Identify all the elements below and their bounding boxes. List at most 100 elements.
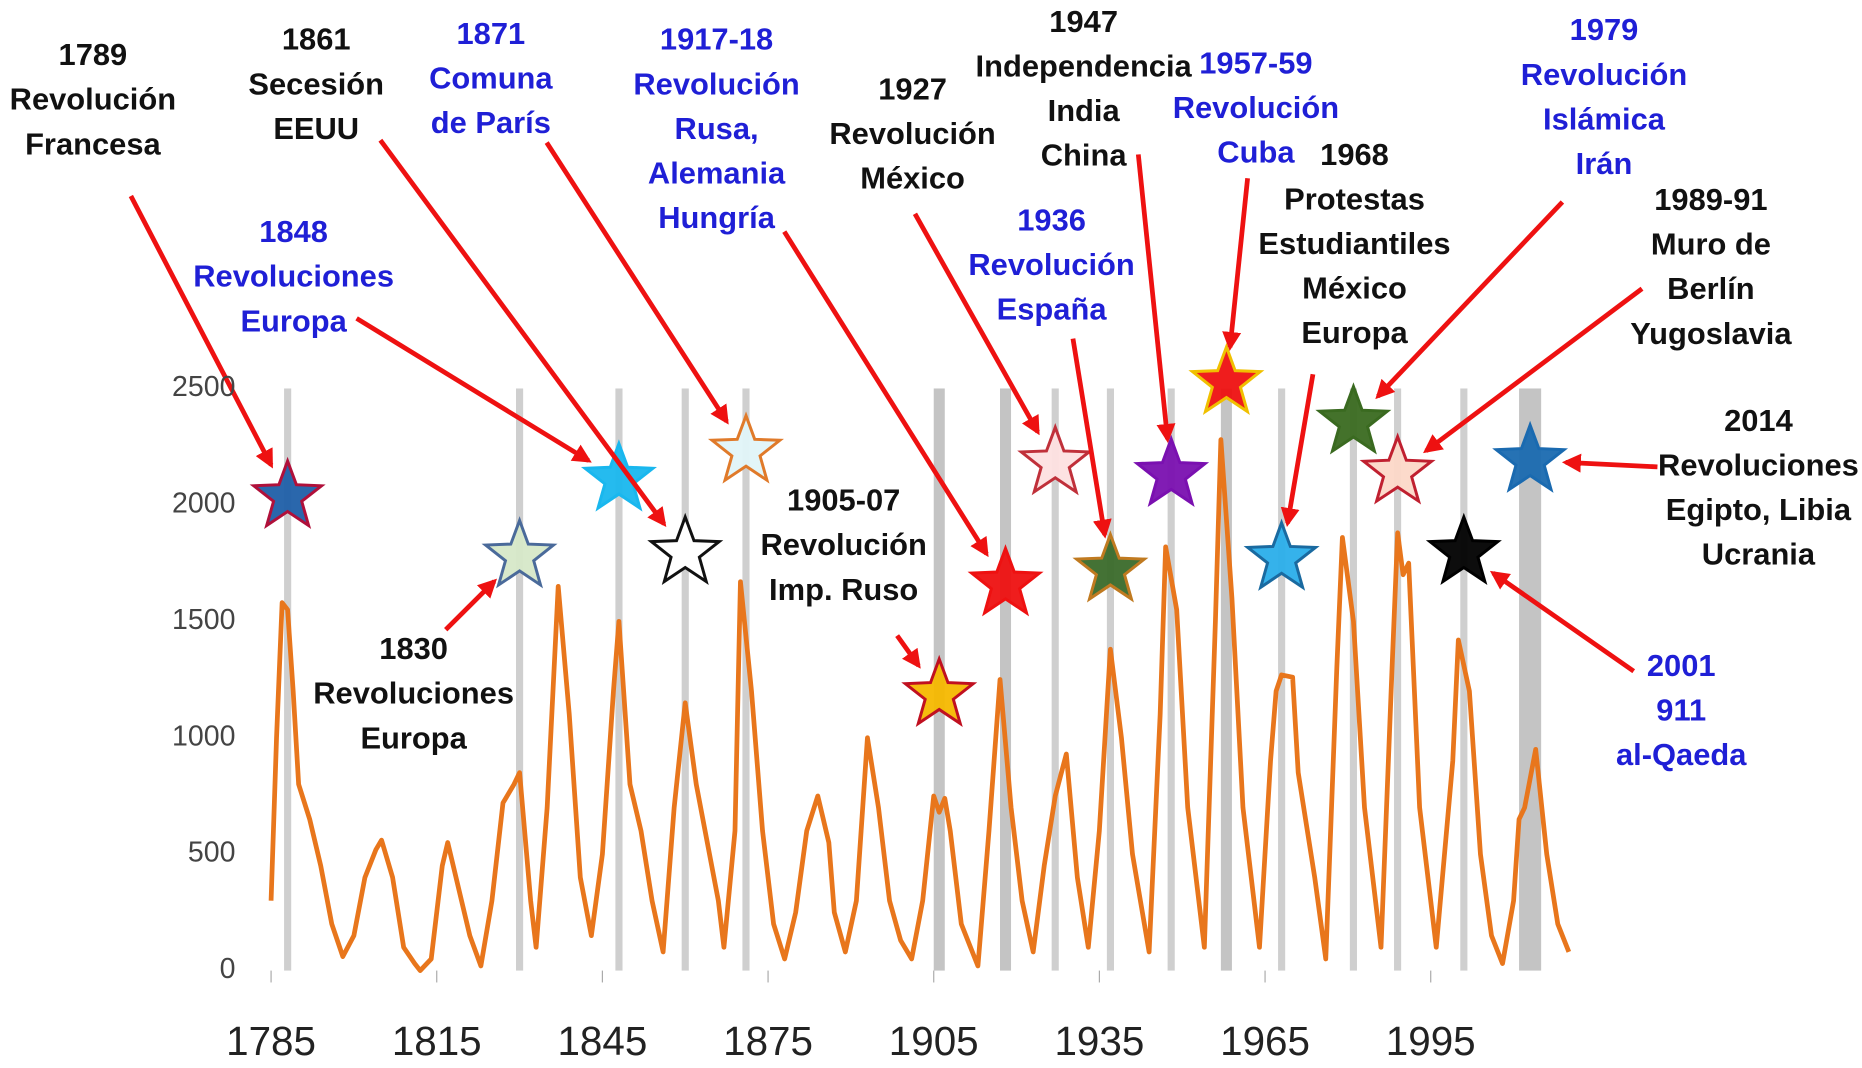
- annotation-text: Imp. Ruso: [769, 572, 918, 607]
- annotation-text: México: [1302, 271, 1407, 306]
- annotation-text: India: [1048, 93, 1121, 128]
- star-marker: [1133, 434, 1210, 507]
- arrow: [544, 141, 729, 425]
- star-marker: [1315, 382, 1392, 455]
- x-tick-label: 1785: [226, 1018, 316, 1064]
- annotation-text: 1871: [457, 16, 526, 51]
- annotation-text: 1947: [1049, 4, 1118, 39]
- annotation-text: de París: [431, 105, 551, 140]
- annotation-text: Revoluciones: [313, 676, 514, 711]
- star-marker: [249, 456, 326, 530]
- annotation-text: 1917-18: [660, 22, 773, 57]
- annotation-text: Independencia: [976, 48, 1193, 83]
- annotation-text: 1936: [1017, 202, 1086, 237]
- annotation-text: 1968: [1320, 137, 1389, 172]
- annotation-text: Yugoslavia: [1630, 316, 1792, 351]
- star-marker: [1492, 420, 1569, 493]
- annotation-text: Islámica: [1543, 101, 1666, 136]
- star-marker: [1017, 423, 1094, 496]
- annotation-text: Revolución: [829, 116, 995, 151]
- x-tick-label: 1815: [392, 1018, 482, 1064]
- annotation-text: Revolución: [633, 66, 799, 101]
- star-marker: [1188, 342, 1265, 416]
- annotation-text: Europa: [240, 303, 347, 338]
- annotation-text: Revoluciones: [193, 259, 394, 294]
- arrow: [444, 578, 498, 632]
- annotation-text: 2001: [1647, 648, 1716, 683]
- y-tick-label: 500: [188, 837, 236, 869]
- annotation-text: Ucrania: [1702, 537, 1816, 572]
- arrow: [1280, 373, 1316, 528]
- annotation-text: Francesa: [25, 126, 161, 161]
- annotation-text: Comuna: [429, 60, 553, 95]
- x-tick-label: 1875: [723, 1018, 813, 1064]
- annotation-text: 1979: [1570, 12, 1639, 47]
- event-line: [516, 388, 524, 971]
- star-marker: [481, 516, 558, 589]
- arrow: [912, 212, 1040, 436]
- event-band: [1220, 388, 1232, 971]
- annotation-text: Cuba: [1217, 135, 1295, 170]
- star-marker: [967, 544, 1044, 617]
- event-line: [1167, 388, 1175, 971]
- annotation-text: Hungría: [658, 200, 775, 235]
- annotation-text: al-Qaeda: [1616, 737, 1747, 772]
- annotation-text: Revolución: [1521, 57, 1687, 92]
- arrow: [782, 230, 989, 558]
- annotation-text: 1957-59: [1199, 45, 1312, 80]
- arrow: [895, 634, 921, 669]
- annotation-text: Revolución: [1173, 90, 1339, 125]
- annotation-text: 911: [1656, 692, 1706, 727]
- annotation-text: Revolución: [760, 527, 926, 562]
- event-line: [615, 388, 623, 971]
- event-line: [1051, 388, 1059, 971]
- arrow: [355, 316, 592, 463]
- y-tick-label: 1000: [172, 720, 235, 752]
- annotation-text: 1927: [878, 72, 947, 107]
- star-marker: [580, 439, 657, 512]
- arrow: [1222, 177, 1250, 351]
- annotation-text: 1989-91: [1654, 182, 1767, 217]
- annotation-text: Berlín: [1667, 271, 1755, 306]
- y-tick-label: 2000: [172, 487, 235, 519]
- star-marker: [1243, 518, 1320, 591]
- annotation-text: México: [860, 161, 965, 196]
- annotation-text: Muro de: [1651, 227, 1771, 262]
- star-marker: [1359, 432, 1436, 505]
- annotation-text: 1789: [59, 37, 128, 72]
- arrow: [128, 194, 274, 469]
- x-tick-label: 1965: [1220, 1018, 1310, 1064]
- annotation-text: Europa: [1301, 315, 1408, 350]
- x-tick-label: 1845: [557, 1018, 647, 1064]
- star-marker: [1425, 512, 1502, 585]
- annotation-text: Revoluciones: [1658, 448, 1859, 483]
- annotation-text: 1905-07: [787, 483, 900, 518]
- arrow: [1561, 453, 1658, 473]
- annotation-text: Alemania: [648, 155, 786, 190]
- x-tick-label: 1935: [1054, 1018, 1144, 1064]
- x-tick-label: 1905: [889, 1018, 979, 1064]
- arrow: [1423, 286, 1644, 454]
- y-tick-label: 1500: [172, 604, 235, 636]
- star-marker: [901, 654, 978, 727]
- annotation-text: 2014: [1724, 403, 1793, 438]
- arrow: [1375, 200, 1565, 400]
- arrow: [1135, 154, 1176, 443]
- annotation-text: Rusa,: [675, 111, 759, 146]
- annotation-text: Revolución: [10, 82, 176, 117]
- annotation-text: Europa: [360, 720, 467, 755]
- event-band: [1519, 388, 1542, 971]
- arrow: [1070, 338, 1112, 539]
- star-marker: [647, 512, 724, 585]
- event-band: [999, 388, 1012, 971]
- event-line: [742, 388, 750, 971]
- event-line: [681, 388, 689, 971]
- x-tick-label: 1995: [1386, 1018, 1476, 1064]
- y-tick-label: 2500: [172, 371, 235, 403]
- data-line: [268, 437, 1572, 973]
- annotation-text: Irán: [1576, 146, 1633, 181]
- annotation-text: 1861: [282, 22, 351, 57]
- event-line: [1394, 388, 1402, 971]
- annotation-text: 1830: [379, 631, 448, 666]
- annotation-text: Estudiantiles: [1258, 226, 1450, 261]
